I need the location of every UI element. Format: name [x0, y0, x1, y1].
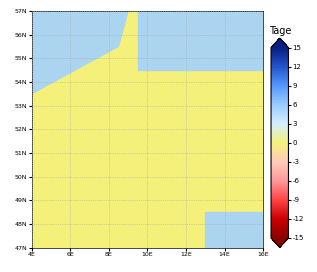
Polygon shape: [205, 212, 263, 248]
PathPatch shape: [271, 238, 288, 248]
Polygon shape: [32, 11, 128, 94]
Polygon shape: [138, 11, 263, 70]
PathPatch shape: [271, 38, 288, 48]
Title: Tage: Tage: [268, 26, 291, 36]
